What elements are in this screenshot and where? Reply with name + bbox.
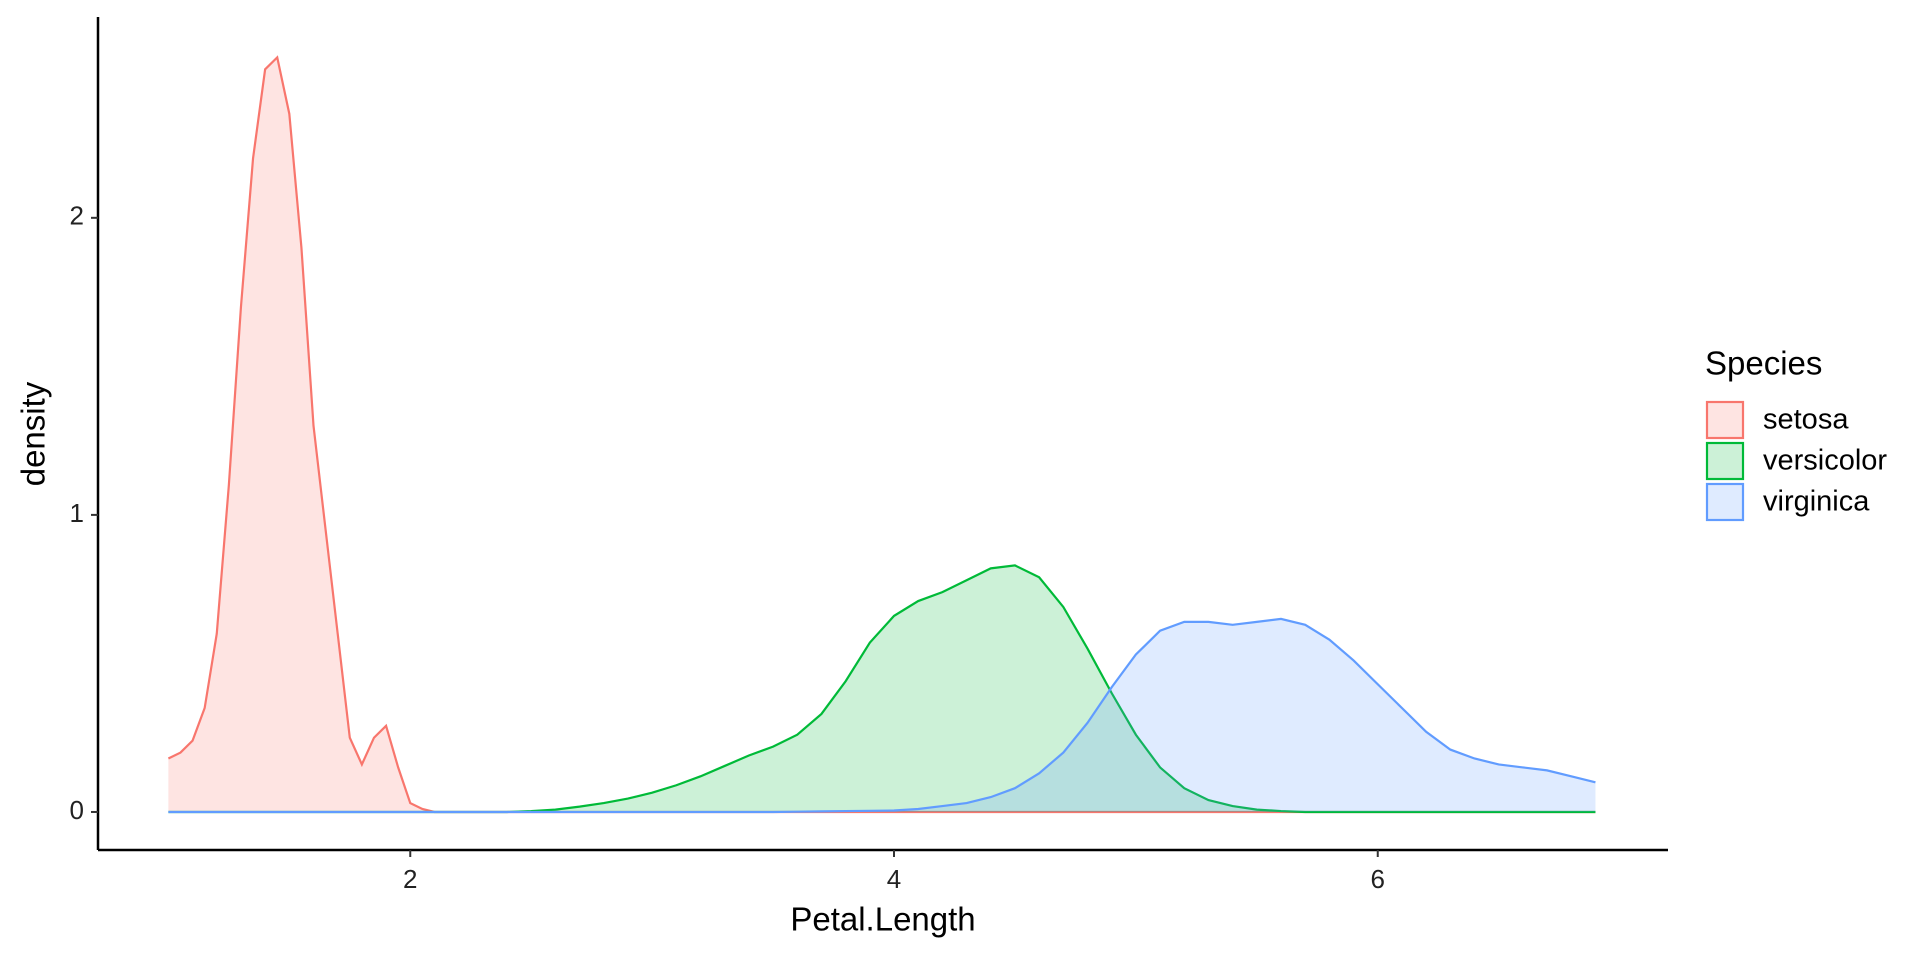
- legend-key: [1705, 400, 1745, 440]
- density-line: [168, 617, 1596, 814]
- legend-key: [1705, 441, 1745, 481]
- density-area: [168, 618, 1596, 812]
- x-tick-label: 6: [1371, 864, 1385, 894]
- y-tick-label: 0: [70, 795, 84, 825]
- legend-key: [1705, 482, 1745, 522]
- density-area: [168, 565, 1596, 812]
- y-tick-label: 1: [70, 498, 84, 528]
- density-area: [168, 57, 1596, 812]
- legend-label: virginica: [1763, 486, 1870, 518]
- x-tick-label: 4: [887, 864, 901, 894]
- legend-label: setosa: [1763, 404, 1849, 436]
- y-tick-label: 2: [70, 201, 84, 231]
- x-axis-title: Petal.Length: [790, 901, 975, 938]
- legend-title: Species: [1705, 345, 1822, 382]
- legend-label: versicolor: [1763, 445, 1887, 477]
- y-axis-title: density: [15, 381, 52, 486]
- x-tick-label: 2: [403, 864, 417, 894]
